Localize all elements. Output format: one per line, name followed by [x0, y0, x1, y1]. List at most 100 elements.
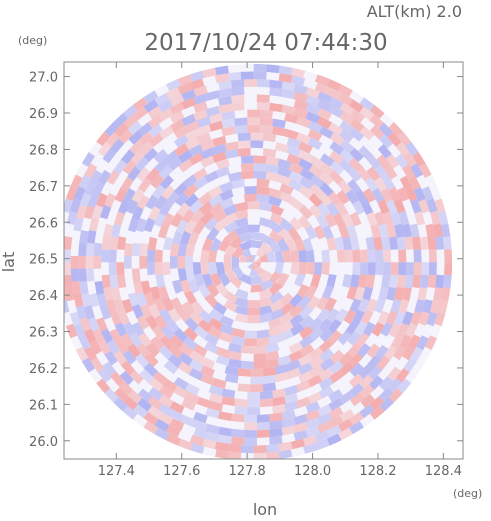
radar-cell [358, 298, 370, 313]
radar-cell [151, 184, 166, 199]
radar-cell [200, 262, 210, 276]
radar-cell [237, 383, 251, 393]
radar-cell [231, 245, 244, 258]
radar-cell [205, 423, 220, 435]
radar-cell [404, 236, 414, 250]
radar-cell [208, 194, 223, 208]
radar-cell [262, 367, 277, 377]
radar-cell [96, 293, 108, 308]
radar-cell [231, 94, 245, 104]
radar-cell [170, 255, 178, 269]
radar-cell [244, 430, 257, 438]
radar-cell [165, 191, 180, 206]
radar-cell [64, 262, 71, 276]
radar-cell [64, 236, 73, 250]
radar-cell [253, 445, 267, 454]
radar-cell [310, 273, 322, 288]
radar-cell [385, 310, 398, 326]
x-axis-title: lon [253, 500, 277, 519]
radar-cell [412, 152, 426, 167]
radar-cell [256, 94, 270, 103]
radar-cell [234, 201, 249, 212]
radar-field [64, 63, 453, 459]
radar-cell [193, 176, 208, 190]
radar-cell [268, 334, 283, 345]
radar-cell [328, 105, 344, 118]
radar-cell [208, 393, 224, 404]
radar-cell [79, 230, 89, 244]
radar-cell [204, 333, 219, 346]
radar-cell [139, 141, 154, 156]
radar-cell [368, 365, 383, 380]
radar-cell [367, 249, 376, 263]
radar-cell [247, 307, 261, 316]
radar-cell [64, 274, 65, 289]
radar-cell [188, 144, 204, 157]
radar-cell [405, 187, 418, 202]
radar-cell [444, 249, 453, 263]
radar-cell [193, 93, 208, 105]
radar-cell [305, 401, 321, 414]
radar-cell [133, 404, 148, 419]
radar-cell [139, 304, 153, 319]
radar-cell [247, 407, 261, 415]
radar-cell [158, 99, 174, 113]
radar-cell [395, 141, 410, 157]
radar-cell [320, 153, 335, 167]
radar-cell [307, 295, 321, 311]
radar-cell [326, 78, 342, 92]
radar-cell [173, 182, 188, 197]
radar-cell [83, 305, 95, 320]
radar-cell [73, 217, 84, 232]
radar-cell [326, 274, 337, 288]
radar-cell [339, 120, 354, 134]
radar-cell [303, 435, 318, 447]
radar-cell [162, 262, 171, 276]
radar-cell [148, 133, 164, 147]
radar-cell [427, 236, 437, 250]
radar-cell [348, 373, 364, 388]
radar-cell [84, 328, 97, 344]
radar-cell [171, 279, 183, 294]
radar-cell [349, 362, 364, 377]
radar-cell [387, 132, 402, 147]
radar-cell [398, 249, 407, 263]
radar-cell [139, 242, 149, 257]
radar-cell [129, 370, 144, 385]
radar-cell [430, 299, 441, 314]
radar-cell [347, 178, 361, 194]
radar-cell [215, 355, 230, 367]
radar-cell [190, 300, 205, 316]
radar-cell [143, 90, 159, 104]
radar-cell [183, 327, 198, 342]
radar-cell [109, 236, 119, 250]
radar-cell [184, 317, 199, 332]
radar-cell [403, 357, 417, 373]
radar-cell [153, 212, 166, 228]
radar-cell [181, 97, 196, 110]
radar-cell [223, 267, 236, 281]
radar-cell [393, 198, 406, 214]
radar-cell [147, 396, 163, 410]
radar-cell [78, 268, 87, 282]
radar-cell [319, 348, 335, 363]
radar-cell [284, 401, 299, 412]
radar-cell [237, 140, 251, 149]
radar-cell [231, 255, 239, 269]
radar-cell [259, 305, 273, 316]
radar-cell [212, 378, 227, 389]
radar-cell [208, 202, 224, 217]
radar-cell [158, 385, 174, 399]
radar-cell [256, 421, 270, 431]
radar-cell [293, 414, 309, 425]
radar-cell [247, 392, 261, 400]
radar-cell [102, 361, 117, 377]
radar-cell [215, 262, 225, 276]
radar-cell [163, 236, 174, 251]
radar-cell [354, 189, 368, 204]
radar-cell [318, 192, 333, 207]
radar-cell [223, 220, 238, 234]
radar-cell [221, 396, 236, 407]
radar-cell [219, 315, 234, 328]
radar-cell [397, 323, 410, 338]
